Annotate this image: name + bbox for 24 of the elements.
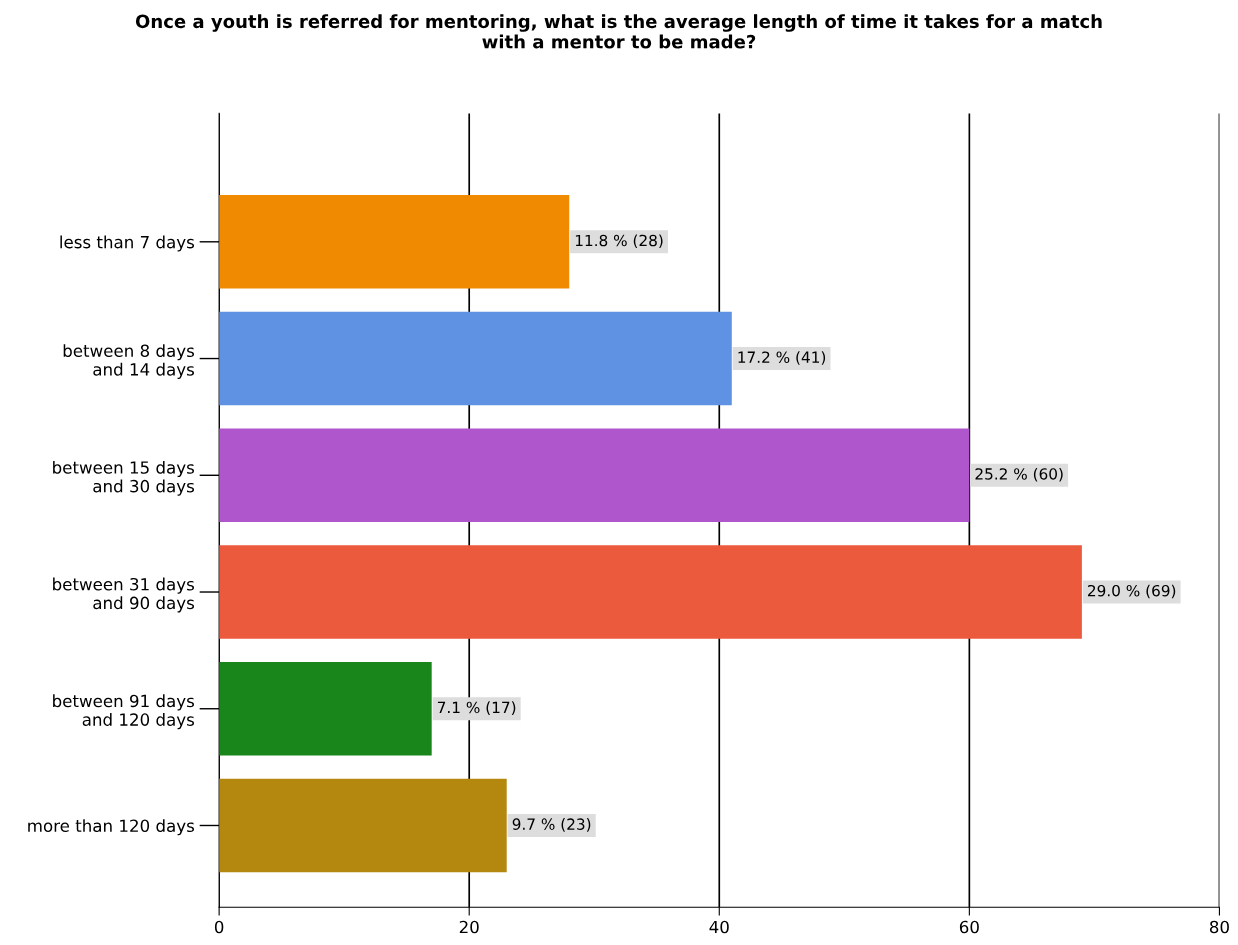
data-label: 11.8 % (28) bbox=[575, 234, 663, 249]
x-tick-label: 20 bbox=[459, 920, 479, 934]
y-tick-label: more than 120 days bbox=[28, 819, 195, 836]
bar bbox=[219, 778, 507, 873]
y-tick-label: between 15 days and 30 days bbox=[53, 460, 195, 496]
x-tick-label: 60 bbox=[959, 920, 979, 934]
x-tick-label: 0 bbox=[214, 920, 224, 934]
chart-title: Once a youth is referred for mentoring, what is the average length of time it takes for a match with a mentor to be made? bbox=[135, 14, 1102, 49]
y-tick-label: between 8 days and 14 days bbox=[63, 344, 195, 379]
data-label: 25.2 % (60) bbox=[975, 467, 1063, 482]
bar bbox=[219, 428, 970, 522]
y-tick-label: less than 7 days bbox=[60, 235, 195, 252]
x-tick-label: 40 bbox=[709, 920, 729, 934]
data-label: 9.7 % (23) bbox=[512, 818, 591, 832]
x-tick-label: 80 bbox=[1209, 920, 1229, 934]
y-tick-label: between 91 days and 120 days bbox=[53, 694, 195, 730]
bar bbox=[219, 662, 432, 756]
data-label: 29.0 % (69) bbox=[1088, 584, 1176, 599]
bar bbox=[219, 311, 732, 406]
y-tick-label: between 31 days and 90 days bbox=[53, 577, 195, 613]
data-label: 7.1 % (17) bbox=[437, 701, 516, 715]
bar bbox=[219, 545, 1082, 639]
data-label: 17.2 % (41) bbox=[738, 351, 826, 365]
bar bbox=[219, 195, 570, 289]
